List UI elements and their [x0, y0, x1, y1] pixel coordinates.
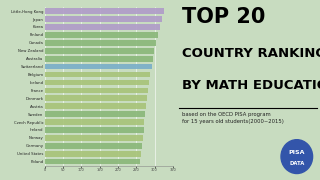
Bar	[45, 143, 142, 149]
Bar	[45, 119, 144, 125]
Bar	[45, 48, 154, 54]
Bar	[45, 135, 143, 141]
Text: based on the OECD PISA program
for 15 years old students(2000~2015): based on the OECD PISA program for 15 ye…	[182, 112, 284, 124]
Bar	[45, 87, 148, 93]
Bar	[45, 8, 164, 14]
Text: PISA: PISA	[289, 150, 305, 155]
Bar	[45, 127, 144, 133]
Bar	[45, 64, 152, 69]
Circle shape	[281, 140, 313, 174]
Bar	[45, 16, 162, 22]
Text: DATA: DATA	[289, 161, 305, 166]
Bar	[45, 103, 147, 109]
Bar	[45, 32, 158, 38]
Bar	[45, 40, 156, 46]
Text: TOP 20: TOP 20	[182, 7, 266, 27]
Bar	[45, 56, 153, 62]
Bar	[45, 95, 147, 101]
Bar	[45, 80, 149, 85]
Bar	[45, 159, 140, 165]
Bar	[45, 24, 160, 30]
Text: COUNTRY RANKING: COUNTRY RANKING	[182, 47, 320, 60]
Text: BY MATH EDUCATION: BY MATH EDUCATION	[182, 79, 320, 92]
Bar	[45, 72, 150, 77]
Bar	[45, 151, 140, 157]
Bar	[45, 111, 145, 117]
